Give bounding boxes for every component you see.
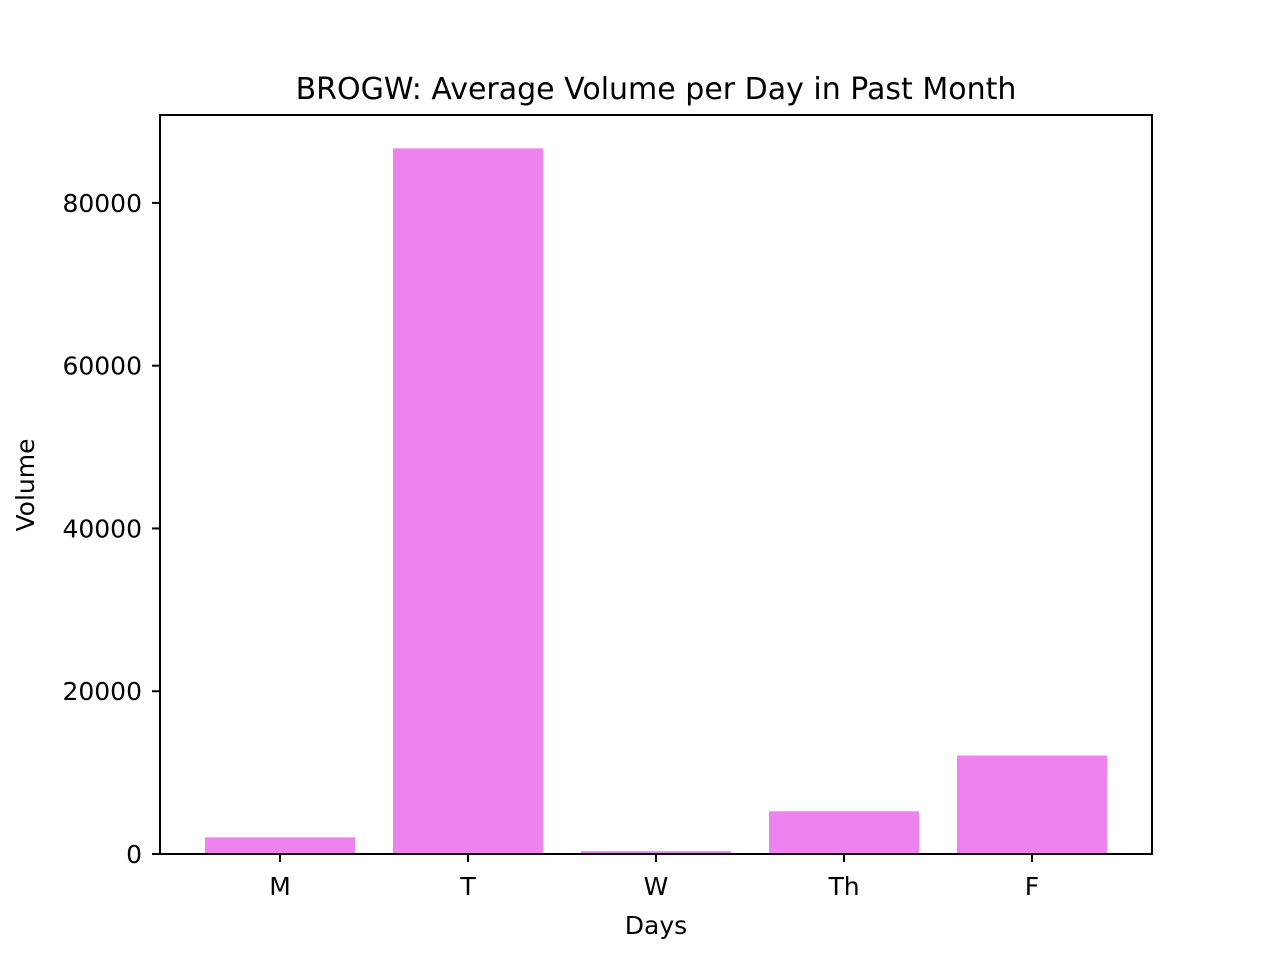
bar-th [769, 811, 919, 854]
chart-title: BROGW: Average Volume per Day in Past Mo… [296, 72, 1017, 107]
y-tick-label: 80000 [62, 189, 142, 218]
bar-f [957, 755, 1107, 854]
plot-area-frame [159, 114, 1153, 855]
bar-t [393, 148, 543, 854]
bar-m [205, 837, 355, 854]
y-tick-label: 20000 [62, 677, 142, 706]
bars-group [205, 148, 1107, 854]
y-tick-label: 60000 [62, 352, 142, 381]
x-axis-ticks: M T W Th F [269, 854, 1039, 901]
x-tick-label: M [269, 872, 291, 901]
y-axis-ticks: 0 20000 40000 60000 80000 [62, 189, 160, 869]
bar-w [581, 851, 731, 854]
y-tick-label: 40000 [62, 514, 142, 543]
y-tick-label: 0 [126, 840, 142, 869]
x-tick-label: Th [827, 872, 859, 901]
y-axis-label: Volume [11, 439, 40, 532]
x-tick-label: T [459, 872, 476, 901]
x-tick-label: F [1025, 872, 1039, 901]
x-axis-label: Days [625, 911, 687, 940]
x-tick-label: W [644, 872, 669, 901]
